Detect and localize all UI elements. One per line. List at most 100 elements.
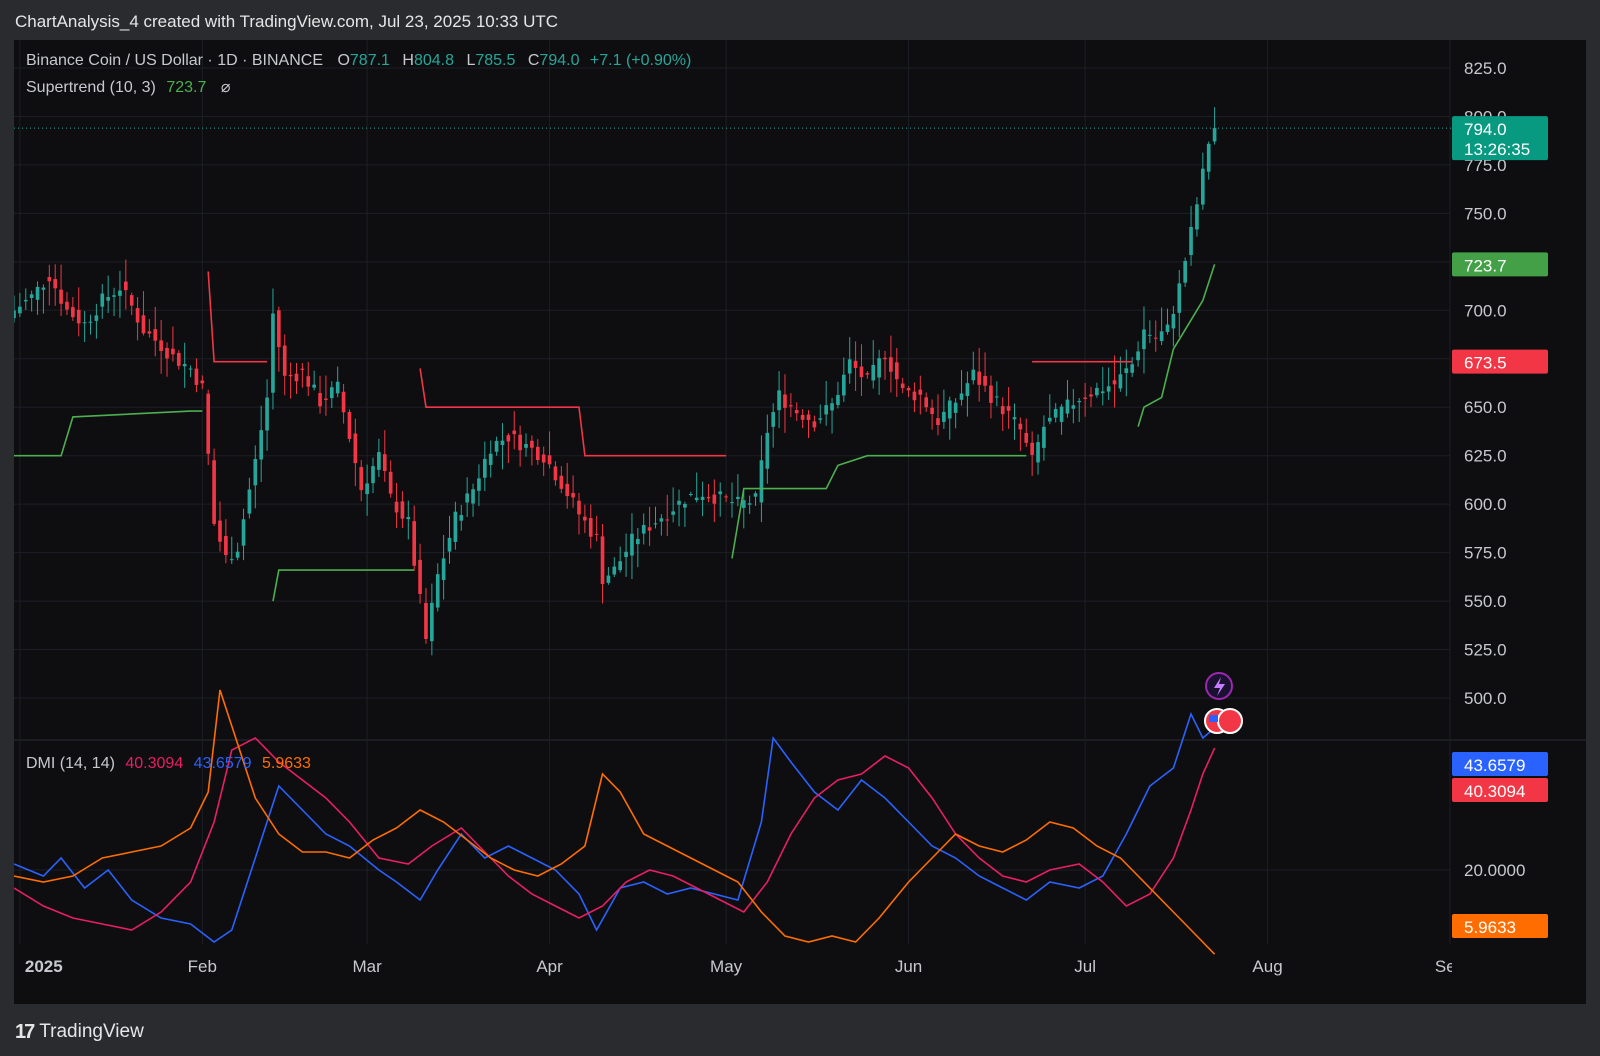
candle[interactable] xyxy=(76,287,81,337)
candle[interactable] xyxy=(500,423,505,470)
candle[interactable] xyxy=(1095,382,1099,398)
candle[interactable] xyxy=(1165,308,1170,335)
candle[interactable] xyxy=(824,381,828,426)
candle[interactable] xyxy=(1124,349,1129,397)
candle[interactable] xyxy=(765,414,770,484)
candle[interactable] xyxy=(288,362,293,399)
candle[interactable] xyxy=(653,506,658,529)
candle[interactable] xyxy=(253,445,258,509)
candle[interactable] xyxy=(1142,306,1146,374)
candle[interactable] xyxy=(300,363,305,388)
candle[interactable] xyxy=(989,375,993,419)
candle[interactable] xyxy=(977,348,982,402)
candle[interactable] xyxy=(1083,383,1087,417)
candle[interactable] xyxy=(753,491,758,506)
candle[interactable] xyxy=(565,462,570,509)
candle[interactable] xyxy=(412,505,417,571)
time-axis[interactable]: 2025 Feb Mar Apr May Jun Jul Aug Sep xyxy=(25,957,1465,976)
candle[interactable] xyxy=(341,383,346,424)
candle[interactable] xyxy=(712,479,717,523)
candle[interactable] xyxy=(176,350,181,370)
candle[interactable] xyxy=(459,504,464,531)
candle[interactable] xyxy=(877,349,881,395)
events[interactable] xyxy=(1204,672,1243,734)
candle[interactable] xyxy=(883,350,887,380)
candle[interactable] xyxy=(141,291,146,336)
candle[interactable] xyxy=(1059,404,1064,435)
candle[interactable] xyxy=(1065,380,1070,418)
candle[interactable] xyxy=(947,396,952,440)
candle[interactable] xyxy=(271,288,275,410)
price-axis[interactable]: 500.0525.0550.0575.0600.0625.0650.0675.0… xyxy=(1464,59,1525,880)
supertrend-up-badge[interactable]: 723.7 xyxy=(1452,252,1548,277)
candle[interactable] xyxy=(329,381,334,409)
candle[interactable] xyxy=(865,371,870,379)
candle[interactable] xyxy=(983,352,987,392)
us-flag-icon-2[interactable] xyxy=(1217,708,1243,734)
candle[interactable] xyxy=(229,536,234,564)
candle[interactable] xyxy=(1006,387,1011,429)
candle[interactable] xyxy=(294,363,299,395)
candle[interactable] xyxy=(1042,415,1046,461)
candle[interactable] xyxy=(65,292,69,316)
candle[interactable] xyxy=(736,474,740,507)
candle[interactable] xyxy=(953,398,958,429)
candle[interactable] xyxy=(641,513,646,545)
candle[interactable] xyxy=(282,334,287,396)
candle[interactable] xyxy=(235,542,240,561)
chart-svg[interactable]: 500.0525.0550.0575.0600.0625.0650.0675.0… xyxy=(12,40,1586,1004)
candle[interactable] xyxy=(465,477,469,517)
candle[interactable] xyxy=(277,306,281,372)
candle[interactable] xyxy=(406,500,411,540)
candle[interactable] xyxy=(747,495,752,514)
candle[interactable] xyxy=(424,587,428,644)
candle[interactable] xyxy=(600,523,605,604)
candle[interactable] xyxy=(918,375,923,415)
candle[interactable] xyxy=(1200,152,1205,210)
candle[interactable] xyxy=(1018,417,1023,451)
candle[interactable] xyxy=(730,482,734,518)
candle[interactable] xyxy=(12,295,16,323)
candle[interactable] xyxy=(377,438,381,478)
candle[interactable] xyxy=(359,459,364,502)
candle[interactable] xyxy=(859,344,864,396)
candle[interactable] xyxy=(894,347,899,397)
candle[interactable] xyxy=(365,464,369,516)
candle[interactable] xyxy=(706,483,711,503)
candle[interactable] xyxy=(1089,386,1093,408)
candle[interactable] xyxy=(1077,397,1082,422)
candle[interactable] xyxy=(371,457,375,494)
candle[interactable] xyxy=(541,446,546,477)
candle[interactable] xyxy=(153,306,158,357)
candle[interactable] xyxy=(1153,320,1158,352)
candle[interactable] xyxy=(853,341,858,391)
candle[interactable] xyxy=(1148,320,1152,344)
candle[interactable] xyxy=(912,382,917,413)
candle[interactable] xyxy=(100,284,105,319)
candle[interactable] xyxy=(612,557,617,578)
candle[interactable] xyxy=(71,297,75,321)
candle[interactable] xyxy=(1171,306,1176,347)
candle[interactable] xyxy=(259,405,264,482)
candle[interactable] xyxy=(871,340,876,389)
candle[interactable] xyxy=(159,320,163,374)
candle[interactable] xyxy=(494,436,499,456)
candle[interactable] xyxy=(1047,394,1052,425)
candle[interactable] xyxy=(1106,367,1111,400)
candle[interactable] xyxy=(53,264,58,306)
candle[interactable] xyxy=(165,342,169,377)
candle[interactable] xyxy=(588,504,593,549)
hide-indicator-icon[interactable]: ⌀ xyxy=(220,79,231,96)
chart-frame[interactable]: 500.0525.0550.0575.0600.0625.0650.0675.0… xyxy=(12,40,1586,1004)
candle[interactable] xyxy=(889,335,893,393)
candle[interactable] xyxy=(47,264,52,306)
candle[interactable] xyxy=(324,375,328,416)
candle[interactable] xyxy=(771,403,776,448)
candle[interactable] xyxy=(1130,357,1135,378)
candle[interactable] xyxy=(400,491,405,529)
candle[interactable] xyxy=(659,514,664,536)
candle[interactable] xyxy=(971,351,976,385)
candle[interactable] xyxy=(847,337,852,384)
candle[interactable] xyxy=(512,411,517,450)
candle[interactable] xyxy=(724,494,728,503)
